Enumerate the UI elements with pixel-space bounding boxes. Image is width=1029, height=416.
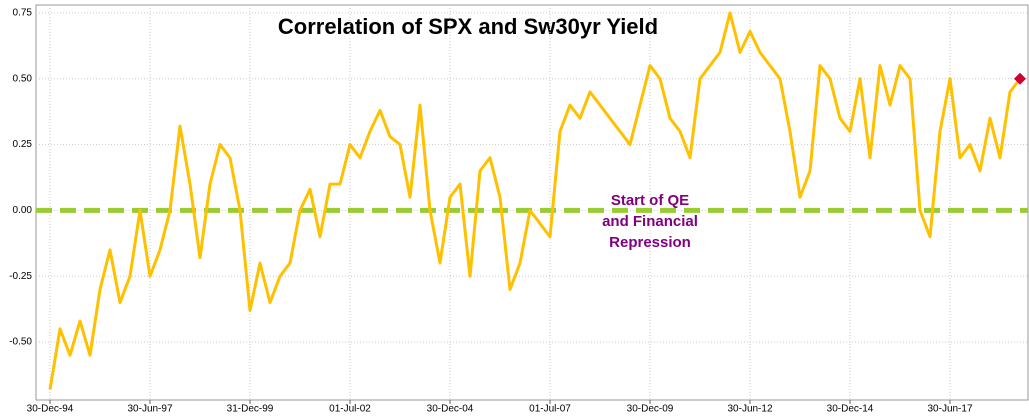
x-tick-label: 30-Jun-97 xyxy=(127,404,172,415)
x-tick-label: 01-Jul-02 xyxy=(329,404,371,415)
y-tick-label: -0.25 xyxy=(9,271,32,282)
x-tick-label: 30-Dec-94 xyxy=(27,404,74,415)
line-series xyxy=(48,11,1022,390)
y-tick-label: 0.00 xyxy=(13,205,33,216)
y-tick-label: 0.25 xyxy=(13,139,33,150)
annotation: and Financial xyxy=(602,213,698,230)
y-tick-label: 0.75 xyxy=(13,8,33,19)
x-tick-label: 30-Dec-09 xyxy=(627,404,674,415)
x-tick-label: 30-Jun-17 xyxy=(927,404,972,415)
x-tick-label: 30-Dec-14 xyxy=(827,404,874,415)
plot-area xyxy=(35,4,1029,401)
y-tick-label: -0.50 xyxy=(9,337,32,348)
chart-title: Correlation of SPX and Sw30yr Yield xyxy=(278,14,658,39)
x-tick-label: 31-Dec-99 xyxy=(227,404,274,415)
y-tick-label: 0.50 xyxy=(13,73,33,84)
end-marker xyxy=(1014,72,1026,85)
annotation: Repression xyxy=(609,234,691,251)
x-tick-label: 30-Jun-12 xyxy=(727,404,772,415)
x-tick-label: 01-Jul-07 xyxy=(529,404,571,415)
annotation: Start of QE xyxy=(611,192,689,209)
x-tick-label: 30-Dec-04 xyxy=(427,404,474,415)
